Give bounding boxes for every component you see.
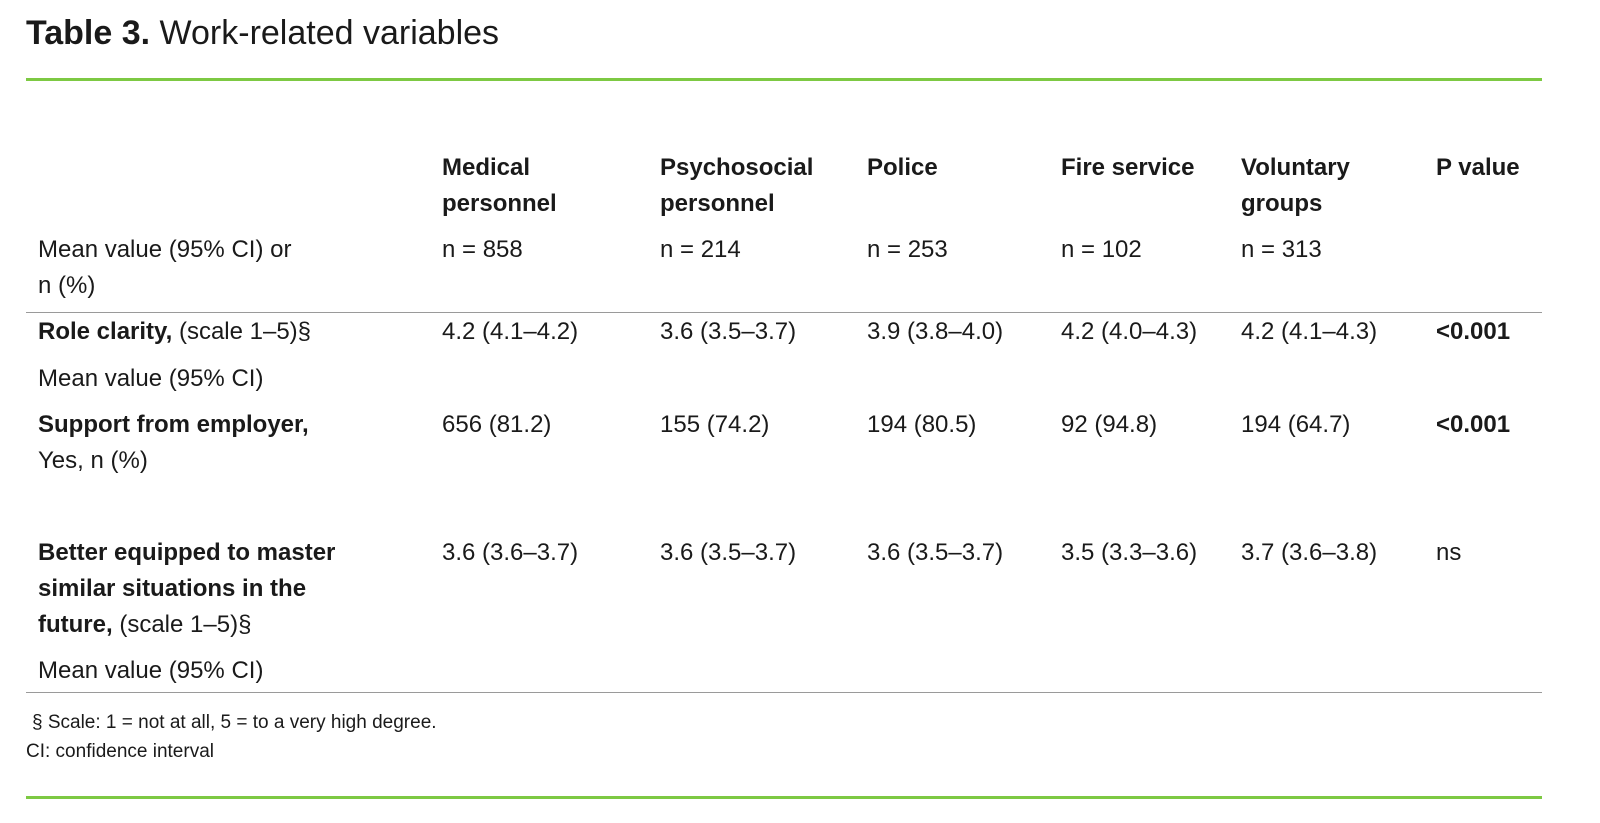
row-sublabel: Mean value (95% CI) [38,657,264,684]
col-header-pvalue: P value [1436,154,1520,181]
footnote-scale: § Scale: 1 = not at all, 5 = to a very h… [32,712,437,733]
stub-header: Mean value (95% CI) or n (%) [38,236,292,299]
footnote-ci: CI: confidence interval [26,741,214,762]
cell: 194 (64.7) [1241,411,1351,438]
p-value: <0.001 [1436,411,1511,438]
n-police: n = 253 [867,236,948,263]
cell: 3.6 (3.5–3.7) [660,318,797,345]
cell: 656 (81.2) [442,411,552,438]
row-label: Better equipped to master similar situat… [38,539,336,638]
cell: 4.2 (4.1–4.3) [1241,318,1378,345]
cell: 3.6 (3.6–3.7) [442,539,579,566]
col-header-voluntary: Voluntary groups [1241,154,1350,217]
p-value: ns [1436,539,1462,566]
table-number: Table 3. [26,14,151,52]
cell: 4.2 (4.1–4.2) [442,318,579,345]
row-sublabel: Yes, n (%) [38,447,148,474]
n-medical: n = 858 [442,236,523,263]
row-label: Support from employer, [38,411,309,438]
row-sublabel: Mean value (95% CI) [38,365,264,392]
cell: 155 (74.2) [660,411,770,438]
top-accent-rule [26,78,1542,81]
cell: 3.7 (3.6–3.8) [1241,539,1378,566]
n-fire: n = 102 [1061,236,1142,263]
table-caption: Work-related variables [159,14,500,52]
bottom-rule [26,692,1542,693]
cell: 4.2 (4.0–4.3) [1061,318,1198,345]
header-rule [26,312,1542,313]
bottom-accent-rule [26,796,1542,799]
p-value: <0.001 [1436,318,1511,345]
col-header-police: Police [867,154,938,181]
cell: 3.6 (3.5–3.7) [867,539,1004,566]
cell: 92 (94.8) [1061,411,1158,438]
col-header-fire: Fire service [1061,154,1195,181]
n-voluntary: n = 313 [1241,236,1322,263]
col-header-medical: Medical personnel [442,154,557,217]
n-psychosocial: n = 214 [660,236,741,263]
row-label: Role clarity, (scale 1–5)§ [38,318,312,345]
col-header-psychosocial: Psychosocial personnel [660,154,814,217]
cell: 3.6 (3.5–3.7) [660,539,797,566]
table-title: Table 3. Work-related variables [26,14,499,53]
cell: 3.9 (3.8–4.0) [867,318,1004,345]
cell: 3.5 (3.3–3.6) [1061,539,1198,566]
cell: 194 (80.5) [867,411,977,438]
